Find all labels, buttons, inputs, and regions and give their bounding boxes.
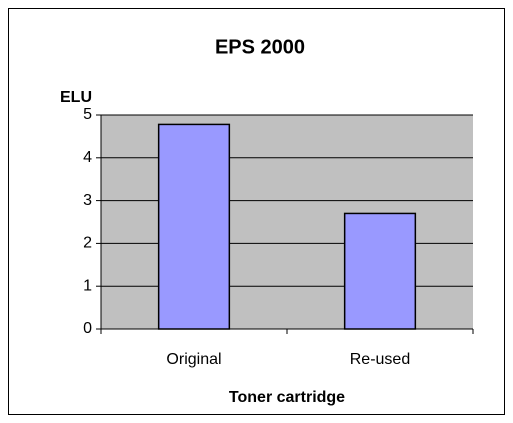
y-axis-title: ELU: [60, 89, 92, 106]
y-tick-label: 2: [83, 235, 92, 252]
x-tick-label: Original: [166, 351, 221, 368]
y-tick-label: 1: [83, 277, 92, 294]
x-tick-label: Re-used: [350, 351, 410, 368]
bar: [343, 212, 417, 330]
y-tick-label: 0: [83, 320, 92, 337]
y-tick-label: 5: [83, 106, 92, 123]
chart-title: EPS 2000: [215, 36, 305, 58]
plot-area: [101, 115, 473, 329]
y-tick-label: 4: [83, 149, 92, 166]
bar: [157, 123, 231, 330]
y-tick-label: 3: [83, 192, 92, 209]
x-axis-title: Toner cartridge: [229, 389, 345, 406]
